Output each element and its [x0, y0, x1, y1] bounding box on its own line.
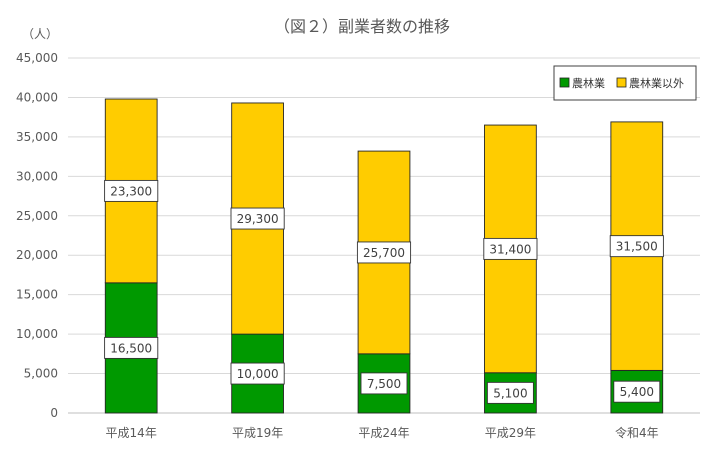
data-label-box [230, 207, 285, 230]
y-axis-unit-label: （人） [22, 27, 58, 41]
legend: 農林業 農林業以外 [553, 65, 697, 101]
data-label: 31,400 [489, 242, 531, 256]
y-tick-label: 45,000 [16, 51, 58, 65]
data-label: 25,700 [363, 246, 405, 260]
data-label-box [230, 362, 285, 385]
data-label-box [613, 380, 661, 403]
x-tick-label: 平成14年 [106, 426, 157, 440]
y-axis-ticks: 0 5,000 10,000 15,000 20,000 25,000 30,000 35,0… [16, 51, 58, 420]
y-tick-label: 15,000 [16, 288, 58, 302]
data-label-box [104, 179, 159, 202]
data-label-box [483, 237, 538, 260]
x-tick-label: 令和4年 [615, 425, 659, 440]
y-tick-label: 25,000 [16, 209, 58, 223]
data-label-box [486, 381, 534, 404]
data-label: 16,500 [110, 341, 152, 355]
data-label: 10,000 [237, 367, 279, 381]
chart-title: （図２）副業者数の推移 [274, 17, 450, 36]
data-label: 5,100 [493, 386, 527, 400]
data-label: 5,400 [620, 385, 654, 399]
x-tick-label: 平成29年 [485, 426, 536, 440]
data-label: 7,500 [367, 377, 401, 391]
x-axis-ticks: 平成14年 平成19年 平成24年 平成29年 令和4年 [106, 425, 659, 440]
data-label: 23,300 [110, 184, 152, 198]
legend-label-non-farming: 農林業以外 [629, 76, 684, 90]
data-labels: 16,500 23,300 10,000 29,300 7,500 25,700 5,100… [104, 179, 664, 404]
y-tick-label: 30,000 [16, 169, 58, 183]
legend-swatch-farming [559, 77, 570, 88]
legend-swatch-non-farming [616, 77, 627, 88]
y-tick-label: 5,000 [24, 367, 58, 381]
y-tick-label: 40,000 [16, 90, 58, 104]
data-label-box [609, 235, 664, 258]
data-label: 31,500 [616, 240, 658, 254]
y-tick-label: 0 [50, 406, 58, 420]
y-tick-label: 35,000 [16, 130, 58, 144]
data-label-box [356, 241, 412, 264]
legend-label-farming: 農林業 [572, 76, 605, 90]
x-tick-label: 平成19年 [232, 426, 283, 440]
data-label-box [104, 336, 159, 359]
y-tick-label: 10,000 [16, 327, 58, 341]
data-label-box [360, 372, 408, 395]
x-tick-label: 平成24年 [358, 426, 409, 440]
y-tick-label: 20,000 [16, 248, 58, 262]
data-label: 29,300 [237, 212, 279, 226]
